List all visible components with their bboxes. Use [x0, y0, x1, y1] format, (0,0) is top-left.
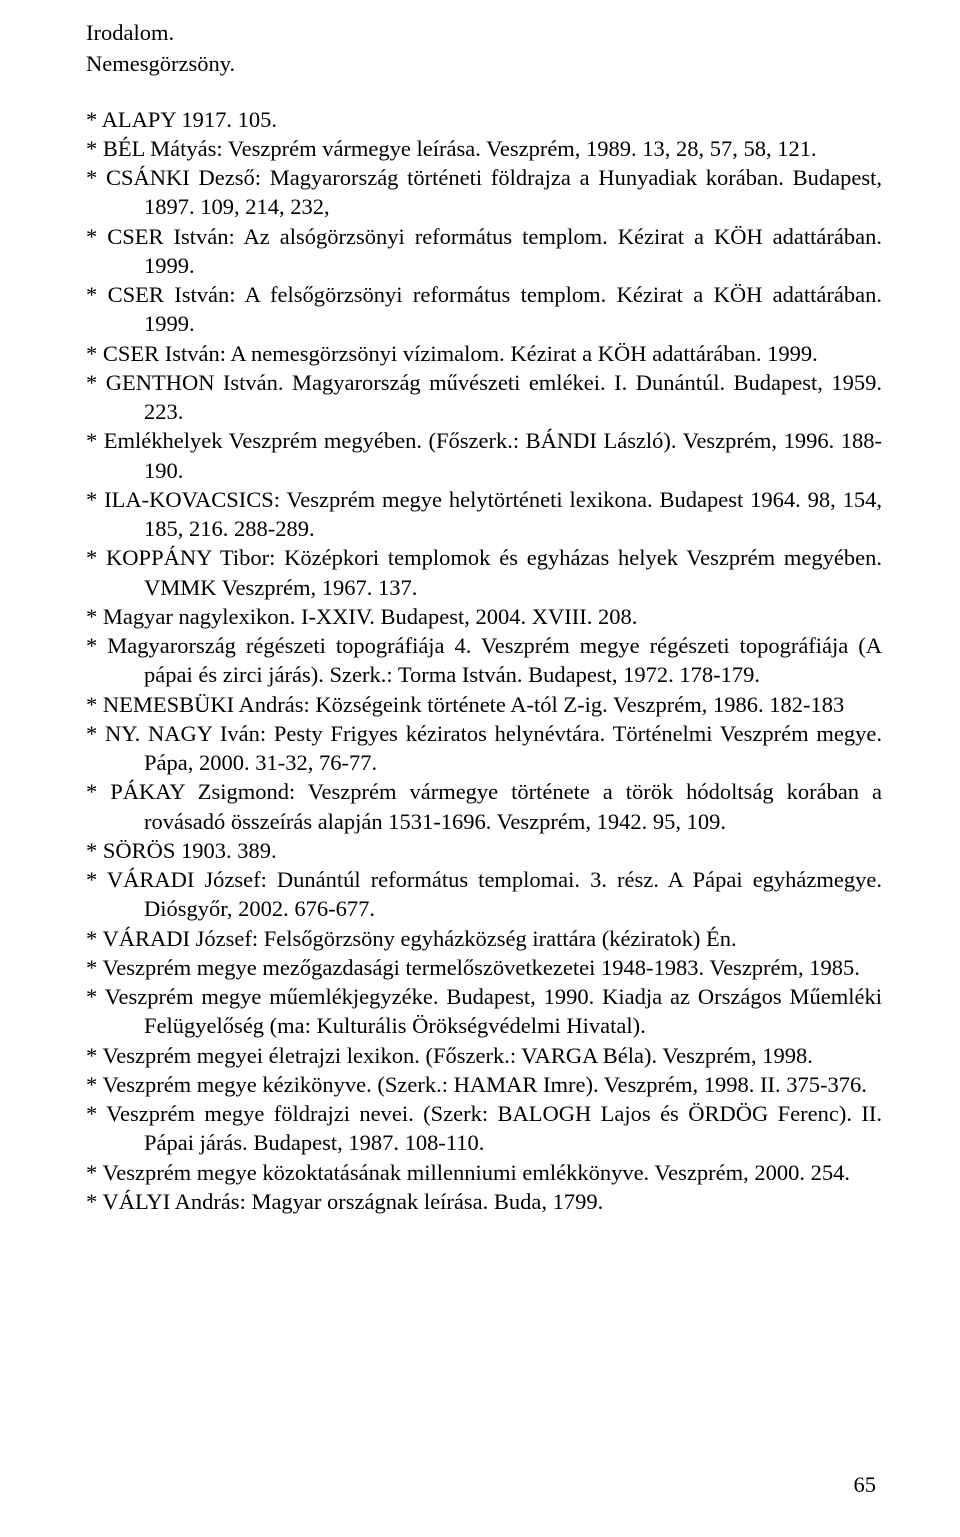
bibliography-entry: * Veszprém megye mezőgazdasági termelősz…	[86, 953, 882, 982]
bibliography-entry: * CSER István: Az alsógörzsönyi reformát…	[86, 222, 882, 281]
bibliography-entry: * PÁKAY Zsigmond: Veszprém vármegye tört…	[86, 777, 882, 836]
bibliography-entry: * Veszprém megye földrajzi nevei. (Szerk…	[86, 1099, 882, 1158]
bibliography-entry: * VÁRADI József: Dunántúl református tem…	[86, 865, 882, 924]
heading-nemesgorzsony: Nemesgörzsöny.	[86, 49, 882, 78]
bibliography-entry: * Magyarország régészeti topográfiája 4.…	[86, 631, 882, 690]
bibliography-entry: * KOPPÁNY Tibor: Középkori templomok és …	[86, 543, 882, 602]
bibliography-entry: * CSÁNKI Dezső: Magyarország történeti f…	[86, 163, 882, 222]
bibliography-entry: * Emlékhelyek Veszprém megyében. (Főszer…	[86, 426, 882, 485]
page-number: 65	[854, 1470, 877, 1499]
bibliography-entry: * Veszprém megye közoktatásának millenni…	[86, 1158, 882, 1187]
bibliography-entry: * VÁLYI András: Magyar országnak leírása…	[86, 1187, 882, 1216]
bibliography-entry: * Veszprém megye kézikönyve. (Szerk.: HA…	[86, 1070, 882, 1099]
bibliography-entry: * NY. NAGY Iván: Pesty Frigyes kéziratos…	[86, 719, 882, 778]
bibliography-entry: * CSER István: A nemesgörzsönyi vízimalo…	[86, 339, 882, 368]
heading-irodalom: Irodalom.	[86, 18, 882, 47]
bibliography-entry: * CSER István: A felsőgörzsönyi reformát…	[86, 280, 882, 339]
bibliography-entry: * Veszprém megyei életrajzi lexikon. (Fő…	[86, 1041, 882, 1070]
bibliography-entry: * Magyar nagylexikon. I-XXIV. Budapest, …	[86, 602, 882, 631]
bibliography-entry: * GENTHON István. Magyarország művészeti…	[86, 368, 882, 427]
bibliography-entry: * Veszprém megye műemlékjegyzéke. Budape…	[86, 982, 882, 1041]
bibliography-entry: * NEMESBÜKI András: Községeink története…	[86, 690, 882, 719]
bibliography-entry: * BÉL Mátyás: Veszprém vármegye leírása.…	[86, 134, 882, 163]
document-page: Irodalom. Nemesgörzsöny. * ALAPY 1917. 1…	[0, 0, 960, 1537]
heading-spacer	[86, 81, 882, 105]
bibliography-entry: * ILA-KOVACSICS: Veszprém megye helytört…	[86, 485, 882, 544]
bibliography-entry: * VÁRADI József: Felsőgörzsöny egyházköz…	[86, 924, 882, 953]
bibliography-entry: * ALAPY 1917. 105.	[86, 105, 882, 134]
bibliography-entry: * SÖRÖS 1903. 389.	[86, 836, 882, 865]
